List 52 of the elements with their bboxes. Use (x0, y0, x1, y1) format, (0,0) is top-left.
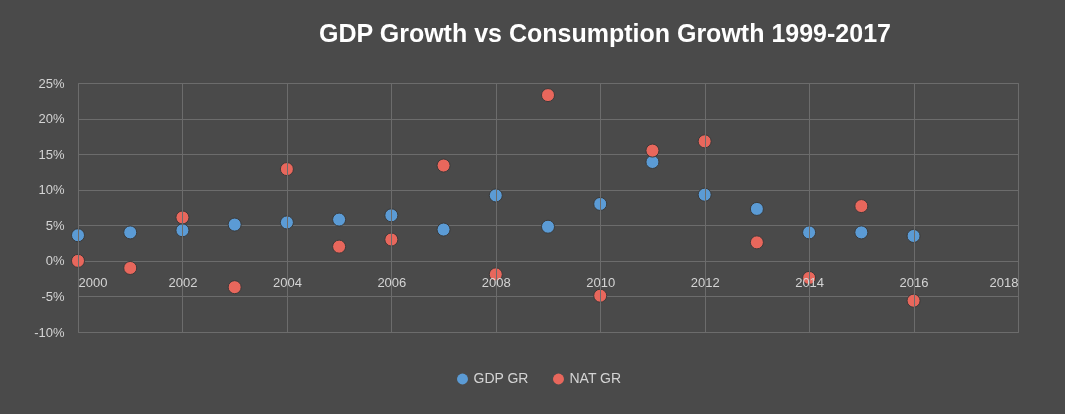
x-tick-label: 2010 (586, 275, 616, 291)
point (279, 162, 294, 177)
point (436, 222, 451, 237)
x-tick-label: 2000 (78, 275, 108, 291)
y-tick-label: -5% (41, 288, 65, 304)
point (332, 212, 347, 227)
x-tick-label: 2018 (989, 275, 1019, 291)
y-tick-label: 10% (38, 182, 65, 198)
point (384, 232, 399, 247)
point (697, 187, 712, 202)
y-tick-label: -10% (34, 324, 65, 340)
chart-title: GDP Growth vs Consumption Growth 1999-2017 (319, 19, 891, 47)
point (749, 235, 764, 250)
point (123, 225, 138, 240)
point (802, 225, 817, 240)
point (70, 228, 86, 243)
point (227, 280, 242, 295)
point (540, 88, 556, 103)
point (227, 217, 242, 232)
point (488, 188, 503, 203)
point (906, 228, 921, 243)
y-tick-label: 20% (38, 111, 65, 127)
x-tick-label: 2006 (377, 275, 407, 291)
y-tick-label: 5% (45, 217, 65, 233)
point (436, 158, 451, 173)
point (749, 201, 764, 216)
point (854, 225, 869, 240)
x-tick-label: 2014 (795, 275, 825, 291)
legend-label: GDP GR (473, 370, 529, 386)
point (645, 143, 660, 158)
point (175, 210, 190, 225)
point (123, 260, 138, 275)
x-tick-label: 2008 (481, 275, 511, 291)
point (906, 293, 921, 308)
point (697, 134, 712, 149)
point (70, 253, 86, 268)
point (332, 239, 347, 254)
point (593, 288, 608, 303)
legend-label: NAT GR (569, 370, 622, 386)
y-tick-label: 25% (38, 75, 65, 91)
x-tick-label: 2016 (899, 275, 929, 291)
x-tick-label: 2012 (690, 275, 720, 291)
point (854, 199, 869, 214)
y-tick-label: 15% (38, 146, 65, 162)
point (384, 208, 399, 223)
y-tick-label: 0% (45, 253, 65, 269)
point (279, 215, 294, 230)
point (593, 196, 608, 211)
point (175, 223, 190, 238)
point (540, 219, 556, 234)
x-tick-label: 2004 (272, 275, 302, 291)
x-tick-label: 2002 (168, 275, 198, 291)
